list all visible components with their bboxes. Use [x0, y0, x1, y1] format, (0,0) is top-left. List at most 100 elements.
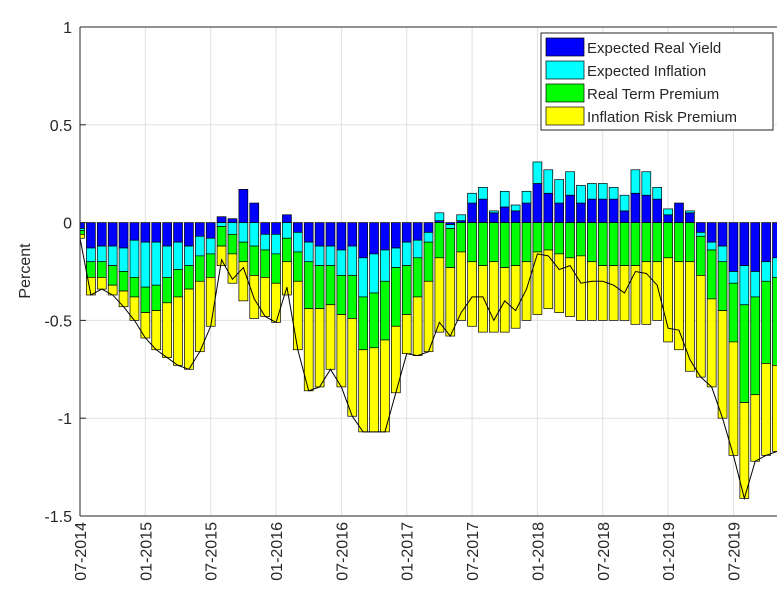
- bar-segment: [717, 310, 728, 419]
- bar-segment: [260, 249, 270, 278]
- bar-segment: [325, 304, 336, 370]
- bar-segment: [423, 241, 434, 282]
- bar-segment: [162, 245, 172, 278]
- bar-segment: [401, 241, 412, 266]
- bar-segment: [423, 222, 434, 233]
- bar-segment: [510, 265, 521, 329]
- bar-segment: [227, 253, 238, 284]
- x-tick-label: 07-2018: [596, 522, 613, 581]
- bar-segment: [467, 202, 477, 223]
- bar-segment: [772, 277, 777, 366]
- bar-segment: [532, 251, 543, 315]
- bar-segment: [282, 237, 292, 263]
- bar-segment: [238, 188, 249, 223]
- bar-segment: [401, 314, 412, 355]
- bar-segment: [173, 269, 183, 298]
- bar-segment: [576, 185, 586, 204]
- bar-segment: [260, 222, 270, 235]
- bar-segment: [271, 253, 281, 284]
- bar-segment: [608, 198, 619, 223]
- bar-segment: [282, 222, 292, 239]
- bar-segment: [80, 230, 85, 235]
- bar-segment: [685, 210, 695, 214]
- bar-segment: [532, 183, 543, 223]
- bar-segment: [271, 233, 281, 255]
- bar-segment: [489, 210, 499, 214]
- bar-segment: [532, 222, 543, 253]
- bar-segment: [652, 261, 663, 321]
- x-tick-label: 07-2016: [334, 522, 351, 581]
- bar-segment: [325, 245, 336, 266]
- bar-segment: [717, 245, 728, 263]
- bar-segment: [739, 222, 750, 266]
- bar-segment: [717, 222, 728, 247]
- bar-segment: [194, 255, 205, 282]
- bar-segment: [597, 183, 608, 200]
- bar-segment: [358, 296, 368, 351]
- bar-segment: [587, 198, 597, 223]
- bar-segment: [499, 206, 510, 223]
- bar-segment: [282, 261, 292, 296]
- bar-segment: [695, 235, 706, 276]
- bar-segment: [521, 202, 532, 223]
- bar-segment: [336, 275, 347, 315]
- y-axis-label: Percent: [17, 243, 34, 299]
- bar-segment: [565, 257, 575, 317]
- bar-segment: [630, 222, 641, 266]
- bar-segment: [173, 222, 183, 243]
- legend-label: Real Term Premium: [587, 86, 719, 103]
- bar-segment: [478, 198, 488, 223]
- bar-segment: [761, 222, 771, 263]
- bar-segment: [249, 245, 260, 276]
- bar-segment: [532, 161, 543, 184]
- bar-segment: [118, 247, 129, 272]
- bar-segment: [706, 298, 717, 388]
- bar-segment: [380, 280, 390, 341]
- bar-segment: [347, 318, 358, 417]
- bar-segment: [412, 257, 423, 298]
- bar-segment: [750, 271, 761, 298]
- bar-segment: [380, 249, 390, 282]
- bar-segment: [391, 247, 401, 268]
- y-tick-label: 1: [63, 20, 72, 37]
- bar-segment: [216, 216, 227, 223]
- bar-segment: [706, 241, 717, 251]
- bar-segment: [423, 232, 434, 243]
- bar-segment: [260, 233, 270, 251]
- bar-segment: [652, 198, 663, 223]
- bar-segment: [325, 222, 336, 247]
- bar-segment: [369, 222, 379, 255]
- bar-segment: [674, 202, 684, 223]
- x-tick-label: 01-2017: [400, 522, 417, 581]
- bar-segment: [685, 261, 695, 372]
- bar-segment: [499, 222, 510, 268]
- bar-segment: [685, 222, 695, 263]
- bar-segment: [619, 210, 630, 223]
- x-tick-label: 01-2016: [269, 522, 286, 581]
- bar-segment: [80, 233, 85, 239]
- bar-segment: [358, 222, 368, 259]
- y-tick-label: -0.5: [44, 313, 72, 330]
- bar-segment: [303, 222, 314, 243]
- bar-segment: [162, 277, 172, 304]
- bar-segment: [271, 222, 281, 235]
- bar-segment: [412, 239, 423, 259]
- y-tick-label: -1.5: [44, 509, 72, 526]
- bar-segment: [314, 222, 325, 247]
- bar-segment: [140, 241, 151, 288]
- legend-label: Inflation Risk Premium: [587, 109, 737, 126]
- bar-segment: [86, 222, 96, 249]
- bar-segment: [565, 171, 575, 196]
- bar-segment: [467, 222, 477, 263]
- bar-segment: [478, 187, 488, 200]
- bar-segment: [619, 194, 630, 212]
- bar-segment: [663, 257, 673, 343]
- bar-segment: [630, 265, 641, 325]
- bar-segment: [292, 280, 303, 351]
- bar-segment: [151, 222, 162, 243]
- bar-segment: [205, 253, 216, 278]
- bar-segment: [129, 239, 140, 278]
- bar-segment: [391, 267, 401, 327]
- bar-segment: [543, 249, 554, 310]
- bar-segment: [151, 241, 162, 286]
